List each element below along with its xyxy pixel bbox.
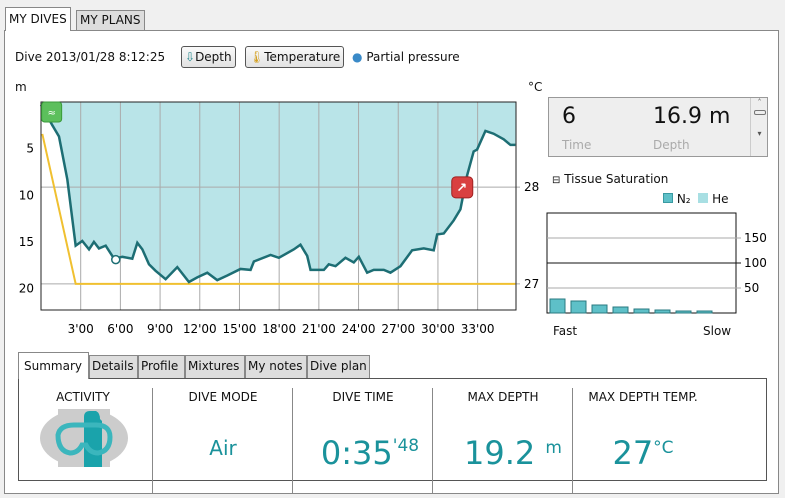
tab-my-notes[interactable]: My notes <box>245 355 307 378</box>
depth-tick-label: 5 <box>26 142 34 156</box>
saturation-tick-label: 50 <box>744 281 759 295</box>
tab-profile[interactable]: Profile <box>138 355 185 378</box>
depth-toggle-button[interactable]: ⇩Depth <box>181 46 236 68</box>
he-swatch <box>698 193 709 203</box>
saturation-bar <box>654 309 671 314</box>
dive-time-value: 0:35'48 <box>300 434 440 472</box>
max-depth-temp-number: 27 <box>612 434 654 472</box>
readout-scrollbar[interactable]: ˄ ▾ <box>750 98 768 156</box>
depth-label: Depth <box>653 138 690 152</box>
tissue-saturation-header[interactable]: ⊟ Tissue Saturation <box>552 172 668 186</box>
ascent-warning-icon <box>451 176 474 199</box>
max-depth-label: MAX DEPTH <box>467 390 539 404</box>
saturation-bar <box>633 308 650 314</box>
column-divider <box>152 388 153 494</box>
max-depth-temp-unit: °C <box>653 438 674 458</box>
scroll-down-icon[interactable]: ▾ <box>757 129 762 138</box>
tab-details[interactable]: Details <box>89 355 138 378</box>
depth-label: Depth <box>195 50 232 64</box>
scroll-thumb[interactable] <box>753 110 766 115</box>
column-divider <box>432 388 433 494</box>
depth-value: 16.9 m <box>653 104 731 129</box>
dive-time-minutes: 0:35 <box>320 434 393 472</box>
wave-icon: ≈ <box>47 108 55 119</box>
temperature-line <box>41 133 516 285</box>
tab-mixtures[interactable]: Mixtures <box>185 355 245 378</box>
tissue-title: Tissue Saturation <box>564 172 669 186</box>
temp-tick-label: 27 <box>524 277 539 291</box>
scuba-activity-icon <box>40 409 128 467</box>
tab-summary[interactable]: Summary <box>18 352 89 379</box>
dive-time-label: DIVE TIME <box>332 390 394 404</box>
max-depth-value: 19.2 m <box>443 434 583 472</box>
x-tick-label: 24'00 <box>342 322 376 336</box>
depth-tick-label: 10 <box>19 188 34 202</box>
dive-mode-label: DIVE MODE <box>188 390 258 404</box>
column-divider <box>572 388 573 494</box>
x-tick-label: 33'00 <box>461 322 495 336</box>
saturation-bar <box>570 300 587 314</box>
saturation-bar <box>675 310 692 314</box>
max-depth-unit: m <box>545 438 562 458</box>
activity-label: ACTIVITY <box>56 390 110 404</box>
x-tick-label: 30'00 <box>421 322 455 336</box>
x-tick-label: 6'00 <box>107 322 133 336</box>
scroll-up-icon[interactable]: ˄ <box>757 98 762 107</box>
x-tick-label: 18'00 <box>262 322 296 336</box>
tissue-saturation-chart: 150 100 50 <box>546 212 767 314</box>
temperature-label: Temperature <box>264 50 341 64</box>
max-depth-temp-value: 27°C <box>573 434 713 472</box>
partial-pressure-label: Partial pressure <box>366 50 460 64</box>
max-depth-number: 19.2 <box>464 434 536 472</box>
depth-line <box>39 104 516 284</box>
collapse-icon[interactable]: ⊟ <box>552 175 561 186</box>
bubbles-icon: ● <box>352 50 363 64</box>
n2-legend-label: N₂ <box>676 192 691 206</box>
temperature-toggle-button[interactable]: 🌡Temperature <box>245 46 345 68</box>
arrow-down-icon: ⇩ <box>185 50 196 64</box>
x-tick-label: 21'00 <box>302 322 336 336</box>
start-marker-icon <box>41 101 63 123</box>
summary-panel <box>18 378 767 481</box>
tab-dive-plan[interactable]: Dive plan <box>307 355 370 378</box>
dive-time-seconds: '48 <box>392 436 420 456</box>
arrow-up-right-icon: ↗ <box>456 181 467 196</box>
saturation-bar <box>549 298 566 314</box>
x-tick-label: 27'00 <box>381 322 415 336</box>
saturation-tick-label: 100 <box>744 256 767 270</box>
saturation-bar <box>696 310 713 314</box>
tab-my-plans[interactable]: MY PLANS <box>76 10 145 30</box>
thermometer-icon: 🌡 <box>249 50 265 64</box>
cursor-marker <box>111 254 121 265</box>
plot-border <box>40 101 517 311</box>
tissue-legend: N₂ He <box>663 192 729 206</box>
time-label: Time <box>562 138 592 152</box>
partial-pressure-toggle[interactable]: ● Partial pressure <box>352 50 460 64</box>
dive-title: Dive 2013/01/28 8:12:25 <box>15 50 166 64</box>
slow-label: Slow <box>703 324 732 338</box>
cursor-readout: 6 Time 16.9 m Depth ˄ ▾ <box>548 97 768 157</box>
saturation-tick-label: 150 <box>744 231 767 245</box>
fast-label: Fast <box>553 324 578 338</box>
max-depth-temp-label: MAX DEPTH TEMP. <box>588 390 698 404</box>
dive-profile-chart[interactable]: 3'00 6'00 9'00 12'00 15'00 18'00 21'00 24'00 27'… <box>0 0 545 345</box>
x-tick-label: 9'00 <box>147 322 173 336</box>
time-value: 6 <box>562 104 576 129</box>
temp-tick-label: 28 <box>524 180 539 194</box>
he-legend-label: He <box>712 192 729 206</box>
n2-swatch <box>663 193 673 203</box>
column-divider <box>292 388 293 494</box>
tab-my-dives[interactable]: MY DIVES <box>5 7 71 31</box>
depth-tick-label: 15 <box>19 235 34 249</box>
depth-tick-label: 20 <box>19 282 34 296</box>
x-tick-label: 15'00 <box>223 322 257 336</box>
temp-axis-unit: °C <box>528 80 543 94</box>
x-tick-label: 3'00 <box>68 322 94 336</box>
dive-mode-value: Air <box>209 436 237 460</box>
saturation-bar <box>612 306 629 314</box>
depth-axis-unit: m <box>15 80 27 94</box>
x-tick-label: 12'00 <box>183 322 217 336</box>
saturation-bar <box>591 304 608 314</box>
